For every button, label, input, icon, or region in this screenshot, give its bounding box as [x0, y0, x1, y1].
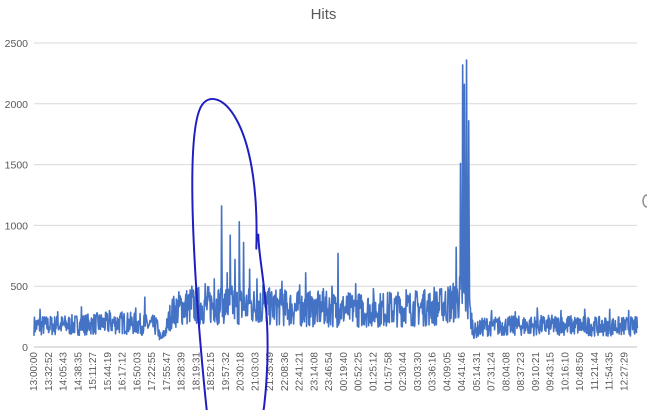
x-tick-label: 11:21:44 — [590, 352, 601, 391]
x-tick-label: 19:57:32 — [221, 352, 232, 391]
resize-handle-icon[interactable] — [642, 194, 647, 208]
x-tick-label: 01:25:12 — [369, 352, 380, 391]
x-tick-label: 00:52:25 — [354, 352, 365, 391]
x-tick-label: 15:44:19 — [103, 352, 114, 391]
series-line-hits — [33, 59, 639, 341]
series-hits — [33, 59, 639, 341]
y-tick-label: 0 — [22, 342, 28, 354]
x-tick-label: 04:09:05 — [442, 352, 453, 391]
x-tick-label: 22:41:21 — [295, 352, 306, 391]
x-tick-label: 04:41:46 — [457, 352, 468, 391]
x-tick-label: 10:48:50 — [575, 352, 586, 391]
y-tick-label: 1500 — [5, 160, 29, 172]
x-tick-label: 05:14:31 — [472, 352, 483, 391]
y-tick-label: 1000 — [5, 220, 29, 232]
x-tick-label: 23:46:54 — [324, 352, 335, 391]
x-tick-label: 10:16:10 — [560, 352, 571, 391]
y-tick-label: 2500 — [5, 38, 29, 50]
x-tick-label: 20:30:18 — [236, 352, 247, 391]
chart-title: Hits — [310, 6, 337, 23]
x-tick-label: 15:11:27 — [88, 352, 99, 391]
x-tick-label: 18:28:39 — [177, 352, 188, 391]
x-tick-label: 22:08:36 — [280, 352, 291, 391]
x-tick-label: 11:54:35 — [605, 352, 616, 391]
x-tick-label: 16:17:12 — [118, 352, 129, 391]
x-tick-label: 08:37:23 — [516, 352, 527, 391]
x-tick-label: 01:57:58 — [383, 352, 394, 391]
x-tick-label: 17:22:55 — [147, 352, 158, 391]
x-tick-label: 13:32:52 — [44, 352, 55, 391]
annotation-layer — [191, 98, 647, 410]
x-tick-label: 18:52:15 — [206, 352, 217, 391]
x-tick-label: 18:19:31 — [191, 352, 202, 391]
x-tick-label: 03:36:16 — [428, 352, 439, 391]
annotation-ellipse — [191, 98, 269, 410]
x-tick-label: 17:55:47 — [162, 352, 173, 391]
x-tick-label: 09:43:15 — [546, 352, 557, 391]
x-tick-label: 21:35:49 — [265, 352, 276, 391]
x-tick-label: 12:27:29 — [619, 352, 630, 391]
x-tick-label: 14:38:35 — [73, 352, 84, 391]
x-tick-label: 00:19:40 — [339, 352, 350, 391]
y-tick-label: 2000 — [5, 99, 29, 111]
x-tick-label: 07:31:24 — [487, 352, 498, 391]
gridlines — [34, 42, 637, 348]
x-axis-tick-labels: 13:00:00 13:32:52 14:05:43 14:38:35 15:11:27… — [29, 352, 630, 391]
x-tick-label: 23:14:08 — [309, 352, 320, 391]
x-tick-label: 03:03:30 — [413, 352, 424, 391]
x-tick-label: 16:50:03 — [132, 352, 143, 391]
x-tick-label: 13:00:00 — [29, 352, 40, 391]
y-axis-tick-labels: 0 500 1000 1500 2000 2500 — [5, 38, 29, 354]
x-tick-label: 08:04:08 — [501, 352, 512, 391]
x-tick-label: 14:05:43 — [59, 352, 70, 391]
y-tick-label: 500 — [10, 281, 28, 293]
x-tick-label: 09:10:21 — [531, 352, 542, 391]
x-tick-label: 21:03:03 — [250, 352, 261, 391]
x-tick-label: 02:30:44 — [398, 352, 409, 391]
